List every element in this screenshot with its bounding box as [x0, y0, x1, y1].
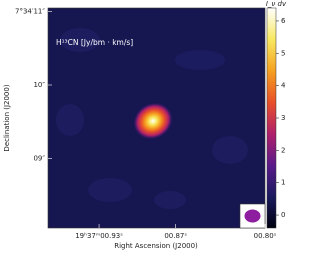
colorbar-tick-label: 1 — [281, 179, 285, 187]
colorbar-tick-label: 6 — [281, 17, 286, 25]
colorbar-tick-label: 4 — [281, 82, 286, 90]
noise — [56, 28, 248, 209]
colorbar — [266, 7, 277, 229]
x-axis-label: Right Ascension (J2000) — [114, 242, 198, 250]
y-axis-label: Declination (J2000) — [3, 84, 11, 151]
x-tick-label: 19ʰ37ᵐ00.93ˢ — [75, 232, 123, 240]
frame — [47, 7, 266, 229]
emission-peak — [129, 99, 177, 143]
chart: H¹³CN [Jy/bm · km/s] Right Ascension (J2… — [3, 0, 287, 250]
y-tick-label: 09″ — [33, 154, 45, 162]
x-tick-label: 00.87ˢ — [164, 232, 187, 240]
colorbar-tick-label: 3 — [281, 114, 285, 122]
colorbar-label: I_ν dv — [266, 0, 287, 8]
x-tick-label: 00.80ˢ — [254, 232, 277, 240]
colorbar-tick-label: 5 — [281, 49, 285, 57]
y-tick-label: 10″ — [33, 81, 45, 89]
y-tick-label: 7°34′11″ — [15, 8, 45, 16]
beam — [244, 209, 261, 223]
annotation: H¹³CN [Jy/bm · km/s] — [56, 38, 133, 47]
colorbar-tick-label: 2 — [281, 146, 285, 154]
colorbar-tick-label: 0 — [281, 211, 285, 219]
